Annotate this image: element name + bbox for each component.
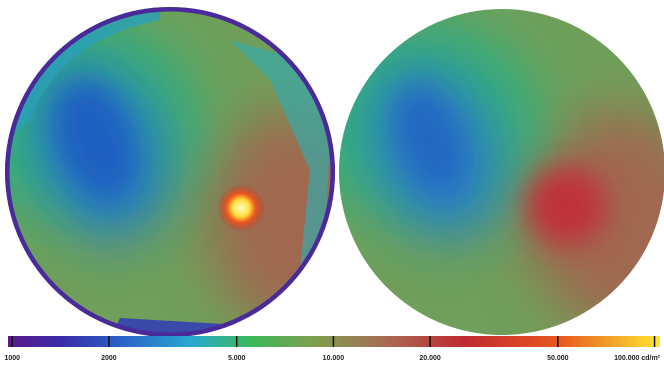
colorbar-tick-label: 2000 [101,355,117,362]
figure: 1000 2000 5.000 10.000 20.000 50.000 100.000 c… [0,0,664,370]
right-luminance-map [300,9,664,335]
colorbar-tick-label: 20.000 [419,355,441,362]
colorbar-tick-label: 5.000 [228,355,246,362]
colorbar-tick-label: 50.000 [547,355,569,362]
colorbar-tick-label: 100.000 cd/m² [614,355,661,362]
colorbar-tick-label: 10.000 [323,355,345,362]
colorbar-tick-label: 1000 [4,355,20,362]
left-luminance-map [0,0,370,340]
